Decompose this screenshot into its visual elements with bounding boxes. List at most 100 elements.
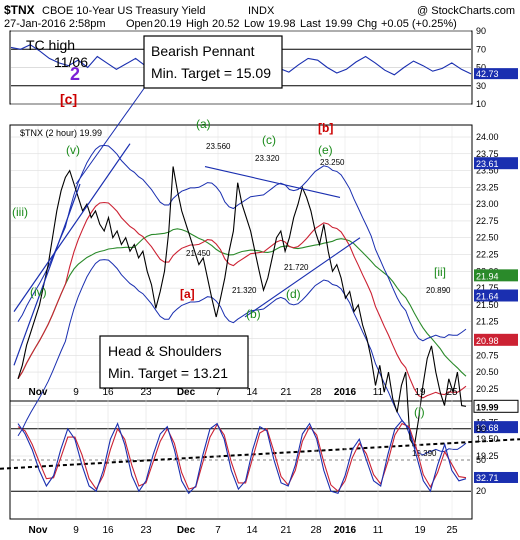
stoch-last-label: 32.71 — [476, 473, 499, 483]
tc-high-label: TC high — [26, 37, 75, 53]
x-tick-label: 2016 — [334, 525, 357, 536]
price-tick-label: 20.50 — [476, 367, 499, 377]
x-tick-label: 23 — [140, 387, 152, 398]
wave-label: (iv) — [30, 285, 47, 299]
rsi-tick-label: 50 — [476, 63, 486, 73]
neckline — [0, 438, 520, 470]
stoch-tick-label: 80 — [476, 424, 486, 434]
index-label: INDX — [248, 5, 275, 17]
price-badge-label: 23.61 — [476, 159, 499, 169]
trendline-wedge-upper — [13, 183, 81, 366]
hs-target: Min. Target = 13.21 — [108, 365, 228, 381]
price-badge-label: 20.98 — [476, 336, 499, 346]
price-badge-label: 21.64 — [476, 291, 499, 301]
rsi-tick-label: 90 — [476, 26, 486, 36]
price-tick-label: 21.25 — [476, 317, 499, 327]
price-badge — [474, 333, 518, 346]
rsi-last-badge — [474, 68, 518, 80]
symbol: $TNX — [4, 3, 35, 17]
ma-green-line — [17, 228, 467, 380]
wave-label: [ii] — [434, 265, 446, 279]
pennant-pointer — [75, 79, 151, 185]
wave-label: [b] — [318, 121, 333, 135]
stochastic-panel: 80 50 20 32.71 (i) — [11, 402, 518, 518]
stoch-tick-label: 20 — [476, 486, 486, 496]
open-value: 20.19 — [154, 18, 182, 30]
point-label: 23.560 — [206, 142, 231, 151]
x-tick-label: Dec — [177, 525, 196, 536]
price-tick-label: 23.00 — [476, 199, 499, 209]
x-tick-label: 9 — [73, 525, 79, 536]
price-badge — [474, 269, 518, 282]
price-tick-label: 22.75 — [476, 216, 499, 226]
price-badge — [474, 421, 518, 434]
series-label: $TNX (2 hour) 19.99 — [20, 128, 102, 138]
wave-label: (v) — [66, 143, 80, 157]
wave-label: (iii) — [12, 205, 28, 219]
price-badge-label: 21.94 — [476, 271, 499, 281]
price-tick-label: 23.75 — [476, 149, 499, 159]
x-tick-label: 11 — [373, 387, 384, 398]
price-badge — [474, 157, 518, 170]
price-tick-label: 22.50 — [476, 233, 499, 243]
x-tick-label: 25 — [446, 525, 458, 536]
price-tick-label: 20.75 — [476, 350, 499, 360]
x-tick-label: 14 — [246, 387, 258, 398]
rsi-tick-label: 70 — [476, 44, 486, 54]
last-label: Last — [300, 18, 321, 30]
price-tick-label: 23.50 — [476, 166, 499, 176]
trendline-wedge-outer — [13, 143, 131, 312]
stoch-last-badge — [474, 471, 518, 483]
price-badge — [473, 399, 519, 413]
hs-title: Head & Shoulders — [108, 343, 222, 359]
x-tick-label: 7 — [215, 525, 221, 536]
price-tick-label: 21.50 — [476, 300, 499, 310]
price-tick-label: 19.50 — [476, 434, 499, 444]
price-tick-label: 21.75 — [476, 283, 499, 293]
stoch-wave-label: (i) — [414, 405, 425, 419]
low-label: Low — [244, 18, 264, 30]
price-badge — [474, 289, 518, 302]
x-tick-label: 25 — [446, 387, 458, 398]
point-label: 21.720 — [284, 263, 309, 272]
pennant-target: Min. Target = 15.09 — [151, 65, 271, 81]
wave-label: (e) — [318, 143, 333, 157]
watermark: @ StockCharts.com — [417, 5, 515, 17]
x-tick-label: 2016 — [334, 387, 357, 398]
x-tick-label: 19 — [414, 525, 426, 536]
price-tick-label: 23.25 — [476, 182, 499, 192]
point-label: 23.250 — [320, 158, 345, 167]
price-tick-label: 24.00 — [476, 132, 499, 142]
wave-label: (a) — [196, 117, 211, 131]
stoch-d-line — [17, 422, 467, 493]
band-lower — [17, 259, 467, 456]
wave-label: (c) — [262, 133, 276, 147]
x-tick-label: 9 — [73, 387, 79, 398]
hs-box — [99, 335, 249, 389]
pennant-lower — [244, 237, 361, 318]
price-line — [17, 166, 467, 449]
wave-c-label: [c] — [60, 91, 77, 107]
ma-red-line — [17, 201, 467, 399]
open-label: Open — [126, 18, 153, 30]
point-label: 19.390 — [412, 449, 437, 458]
stoch-tick-label: 50 — [476, 455, 486, 465]
x-tick-label: 16 — [102, 387, 114, 398]
wave-label: (b) — [246, 307, 261, 321]
instrument-name: CBOE 10-Year US Treasury Yield — [42, 5, 205, 17]
pennant-title: Bearish Pennant — [151, 43, 255, 59]
high-value: 20.52 — [212, 18, 240, 30]
rsi-tick-label: 30 — [476, 81, 486, 91]
low-value: 19.98 — [268, 18, 296, 30]
x-tick-label: 16 — [102, 525, 114, 536]
rsi-last-label: 42.73 — [476, 69, 499, 79]
x-tick-label: Nov — [29, 525, 48, 536]
wave-label: (d) — [286, 287, 301, 301]
x-tick-label: Dec — [177, 387, 196, 398]
rsi-tick-label: 10 — [476, 99, 486, 109]
x-tick-label: 28 — [310, 525, 322, 536]
stoch-k-line — [17, 419, 467, 495]
x-tick-label: 23 — [140, 525, 152, 536]
x-tick-label: 11 — [373, 525, 384, 536]
